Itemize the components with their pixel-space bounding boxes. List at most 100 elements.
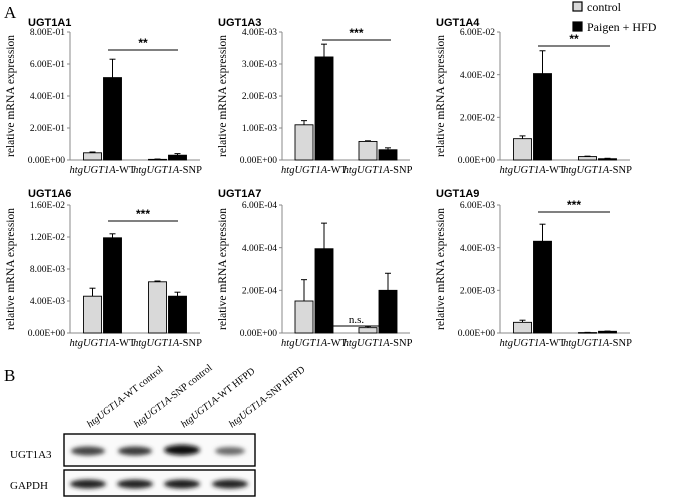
- bar-control-snp: [578, 156, 597, 161]
- y-tick-label: 2.00E-03: [242, 92, 277, 102]
- bar-charts: UGT1A1 0.00E+00 2.00E-01 4.00E-01 6.00E-01 8.…: [5, 17, 632, 349]
- bar-paigen-hfd-wt: [103, 77, 122, 161]
- y-tick-label: 4.00E-04: [242, 244, 277, 254]
- x-category-label: htgUGT1A-SNP: [563, 338, 632, 349]
- chart-ugt1a6: UGT1A6 0.00E+00 4.00E-03 8.00E-03 1.20E-02 1.…: [5, 188, 202, 349]
- blot-band-gapdh-lane3: [164, 479, 200, 489]
- x-category-label: htgUGT1A-SNP: [133, 165, 202, 176]
- blot-row-label-ugt1a3: UGT1A3: [10, 449, 52, 461]
- panel-b-label: B: [4, 366, 15, 385]
- y-tick-label: 4.00E-03: [30, 297, 65, 307]
- bar-control-wt: [294, 300, 314, 334]
- chart-title: UGT1A9: [436, 188, 479, 200]
- x-category-label: htgUGT1A-WT: [70, 165, 137, 176]
- chart-ugt1a7: UGT1A7 0.00E+00 2.00E-04 4.00E-04 6.00E-04 re…: [217, 188, 413, 349]
- bar-paigen-hfd-wt: [533, 73, 552, 161]
- y-tick-label: 4.00E-01: [30, 92, 65, 102]
- legend-label-paigen-hfd: Paigen + HFD: [587, 20, 657, 34]
- bar-paigen-hfd-snp: [168, 154, 187, 161]
- bar-paigen-hfd-wt: [533, 240, 552, 334]
- bar-control-snp: [358, 327, 378, 334]
- y-tick-label: 4.00E-03: [242, 28, 277, 38]
- chart-title: UGT1A3: [218, 17, 261, 29]
- y-tick-label: 1.20E-02: [30, 233, 65, 243]
- y-tick-label: 0.00E+00: [28, 329, 66, 339]
- bar-control-wt: [513, 138, 532, 161]
- y-tick-label: 2.00E-02: [460, 114, 495, 124]
- significance-marker: **: [569, 32, 579, 46]
- chart-ugt1a9: UGT1A9 0.00E+00 2.00E-03 4.00E-03 6.00E-03 re…: [435, 188, 632, 349]
- x-category-label: htgUGT1A-SNP: [133, 338, 202, 349]
- y-tick-label: 0.00E+00: [458, 329, 496, 339]
- y-tick-label: 1.60E-02: [30, 201, 65, 211]
- x-category-label: htgUGT1A-WT: [281, 165, 348, 176]
- y-axis-label: relative mRNA expression: [5, 35, 17, 157]
- bar-control-wt: [513, 321, 532, 334]
- chart-ugt1a3: UGT1A3 0.00E+00 1.00E-03 2.00E-03 3.00E-03 4.…: [217, 17, 413, 176]
- chart-ugt1a1: UGT1A1 0.00E+00 2.00E-01 4.00E-01 6.00E-01 8.…: [5, 17, 202, 176]
- y-tick-label: 0.00E+00: [240, 329, 278, 339]
- chart-title: UGT1A6: [28, 188, 71, 200]
- y-tick-label: 0.00E+00: [240, 156, 278, 166]
- bar-control-snp: [148, 281, 167, 334]
- blot-band-ugt1a3-lane1: [71, 446, 105, 456]
- x-category-label: htgUGT1A-SNP: [563, 165, 632, 176]
- y-axis-label: relative mRNA expression: [435, 35, 447, 157]
- y-tick-label: 0.00E+00: [28, 156, 66, 166]
- blot-lane-label: htgUGT1A-SNP control: [132, 362, 215, 430]
- chart-title: UGT1A4: [436, 17, 480, 29]
- y-tick-label: 3.00E-03: [242, 60, 277, 70]
- y-tick-label: 6.00E-03: [460, 201, 495, 211]
- chart-title: UGT1A7: [218, 188, 261, 200]
- y-tick-label: 8.00E-01: [30, 28, 65, 38]
- blot-band-ugt1a3-lane4: [215, 447, 245, 455]
- y-tick-label: 4.00E-02: [460, 71, 495, 81]
- bar-paigen-hfd-snp: [598, 158, 617, 161]
- blot-lane-label: htgUGT1A-WT control: [85, 364, 166, 430]
- chart-ugt1a4: UGT1A4 0.00E+00 2.00E-02 4.00E-02 6.00E-02 re…: [435, 17, 632, 176]
- x-category-label: htgUGT1A-SNP: [344, 338, 413, 349]
- blot-band-gapdh-lane2: [117, 479, 153, 489]
- y-axis-label: relative mRNA expression: [217, 35, 229, 157]
- y-tick-label: 0.00E+00: [458, 156, 496, 166]
- legend-label-control: control: [587, 0, 622, 14]
- y-tick-label: 2.00E-04: [242, 287, 277, 297]
- bar-control-snp: [358, 140, 378, 161]
- bar-control-wt: [83, 152, 102, 161]
- y-tick-label: 2.00E-01: [30, 124, 65, 134]
- y-axis-label: relative mRNA expression: [5, 208, 17, 330]
- bar-paigen-hfd-wt: [103, 237, 122, 334]
- y-tick-label: 2.00E-03: [460, 287, 495, 297]
- significance-marker: ***: [349, 26, 363, 40]
- bar-paigen-hfd-wt: [314, 56, 334, 161]
- y-tick-label: 8.00E-03: [30, 265, 65, 275]
- x-category-label: htgUGT1A-WT: [500, 165, 567, 176]
- significance-marker: ***: [567, 198, 581, 212]
- y-tick-label: 6.00E-04: [242, 201, 277, 211]
- x-category-label: htgUGT1A-WT: [70, 338, 137, 349]
- x-category-label: htgUGT1A-WT: [281, 338, 348, 349]
- x-category-label: htgUGT1A-WT: [500, 338, 567, 349]
- y-axis-label: relative mRNA expression: [435, 208, 447, 330]
- legend-swatch-paigen-hfd: [572, 21, 583, 32]
- y-tick-label: 1.00E-03: [242, 124, 277, 134]
- bar-control-wt: [294, 124, 314, 161]
- bar-paigen-hfd-wt: [314, 248, 334, 334]
- bar-paigen-hfd-snp: [168, 295, 187, 334]
- y-tick-label: 4.00E-03: [460, 244, 495, 254]
- y-tick-label: 6.00E-02: [460, 28, 495, 38]
- blot-band-ugt1a3-lane3: [164, 444, 200, 456]
- legend-swatch-control: [572, 1, 583, 12]
- x-category-label: htgUGT1A-SNP: [344, 165, 413, 176]
- chart-title: UGT1A1: [28, 17, 71, 29]
- blot-row-label-gapdh: GAPDH: [10, 480, 48, 492]
- panel-a-label: A: [4, 3, 17, 22]
- blot-band-ugt1a3-lane2: [118, 446, 152, 456]
- y-tick-label: 6.00E-01: [30, 60, 65, 70]
- blot-band-gapdh-lane4: [212, 479, 248, 489]
- significance-marker: n.s.: [349, 314, 365, 326]
- significance-marker: ***: [136, 207, 150, 221]
